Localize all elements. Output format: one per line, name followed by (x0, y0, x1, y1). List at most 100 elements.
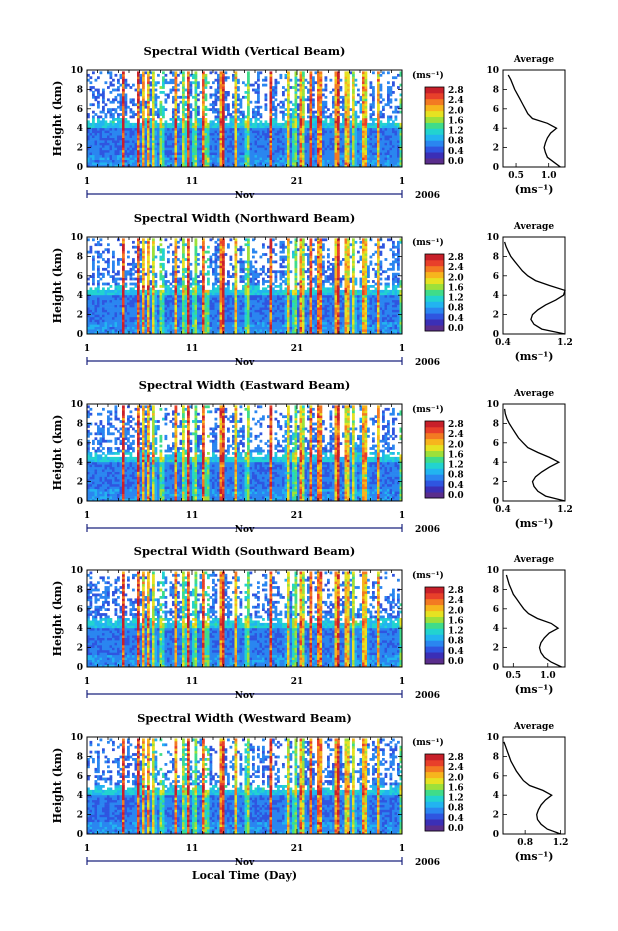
heatmap-cell (189, 272, 193, 276)
heatmap-cell (294, 140, 298, 143)
heatmap-cell (109, 289, 113, 293)
heatmap-cell (247, 115, 250, 119)
heatmap-cell (227, 122, 230, 126)
heatmap-cell (397, 164, 400, 168)
heatmap-cell (117, 147, 120, 151)
heatmap-cell (272, 159, 275, 163)
heatmap-cell (184, 152, 188, 156)
heatmap-cell (139, 319, 143, 323)
heatmap-cell (104, 164, 108, 168)
heatmap-cell (299, 86, 303, 89)
heatmap-cell (149, 149, 153, 153)
heatmap-cell (162, 319, 165, 323)
heatmap-cell (292, 164, 295, 168)
heatmap-cell (89, 329, 93, 332)
heatmap-cell (107, 125, 110, 129)
heatmap-cell (209, 132, 213, 136)
heatmap-cell (282, 162, 285, 165)
heatmap-cell (132, 162, 135, 165)
heatmap-cell (142, 135, 145, 138)
heatmap-cell (97, 272, 100, 276)
heatmap-cell (254, 144, 258, 148)
heatmap-cell (189, 135, 193, 138)
heatmap-cell (257, 110, 260, 114)
heatmap-cell (104, 132, 108, 136)
heatmap-cell (87, 319, 90, 323)
heatmap-cell (139, 240, 143, 244)
heatmap-cell (114, 302, 118, 305)
heatmap-cell (364, 73, 368, 77)
heatmap-cell (177, 152, 180, 156)
heatmap-cell (202, 154, 205, 158)
heatmap-cell (202, 93, 205, 97)
heatmap-cell (372, 140, 375, 143)
heatmap-cell (197, 132, 200, 136)
heatmap-cell (342, 137, 345, 141)
heatmap-cell (132, 302, 135, 305)
heatmap-cell (304, 122, 308, 126)
heatmap-cell (104, 294, 108, 298)
heatmap-cell (254, 147, 258, 151)
heatmap-cell (187, 78, 190, 82)
heatmap-cell (189, 319, 193, 323)
heatmap-cell (117, 302, 120, 305)
heatmap-cell (304, 140, 308, 143)
heatmap-cell (122, 81, 125, 85)
heatmap-cell (87, 132, 90, 136)
heatmap-cell (222, 125, 225, 129)
heatmap-cell (129, 324, 133, 327)
heatmap-cell (147, 135, 150, 138)
heatmap-cell (149, 98, 153, 102)
heatmap-cell (294, 113, 298, 116)
heatmap-cell (232, 154, 235, 158)
heatmap-cell (159, 91, 163, 94)
heatmap-cell (319, 103, 323, 107)
heatmap-cell (294, 144, 298, 148)
heatmap-cell (179, 125, 183, 129)
heatmap-cell (197, 122, 200, 126)
heatmap-cell (132, 316, 135, 320)
heatmap-cell (154, 326, 158, 330)
heatmap-cell (317, 152, 320, 156)
heatmap-cell (314, 137, 318, 141)
heatmap-cell (379, 125, 383, 129)
heatmap-cell (239, 149, 243, 153)
heatmap-cell (347, 140, 350, 143)
heatmap-cell (269, 157, 273, 160)
heatmap-cell (244, 130, 248, 134)
heatmap-cell (284, 73, 288, 77)
heatmap-cell (104, 248, 108, 252)
heatmap-cell (389, 149, 393, 153)
heatmap-cell (174, 255, 178, 259)
heatmap-cell (102, 321, 105, 325)
heatmap-cell (334, 140, 338, 143)
heatmap-cell (164, 321, 168, 325)
heatmap-cell (157, 95, 160, 99)
heatmap-cell (189, 147, 193, 151)
heatmap-cell (139, 115, 143, 119)
heatmap-cell (292, 103, 295, 107)
heatmap-cell (97, 152, 100, 156)
heatmap-cell (137, 162, 140, 165)
heatmap-cell (142, 238, 145, 242)
heatmap-cell (342, 105, 345, 109)
heatmap-cell (212, 125, 215, 129)
heatmap-cell (177, 331, 180, 335)
heatmap-cell (247, 130, 250, 134)
heatmap-cell (284, 132, 288, 136)
heatmap-cell (102, 91, 105, 94)
heatmap-cell (274, 125, 278, 129)
heatmap-cell (149, 331, 153, 335)
heatmap-cell (272, 135, 275, 138)
heatmap-cell (322, 164, 325, 168)
heatmap-cell (324, 132, 328, 136)
heatmap-cell (187, 91, 190, 94)
heatmap-cell (287, 103, 290, 107)
heatmap-cell (392, 147, 395, 151)
heatmap-cell (142, 144, 145, 148)
heatmap-cell (92, 311, 95, 315)
heatmap-cell (327, 125, 330, 129)
heatmap-cell (114, 294, 118, 298)
heatmap-cell (204, 98, 208, 102)
heatmap-cell (134, 132, 138, 136)
